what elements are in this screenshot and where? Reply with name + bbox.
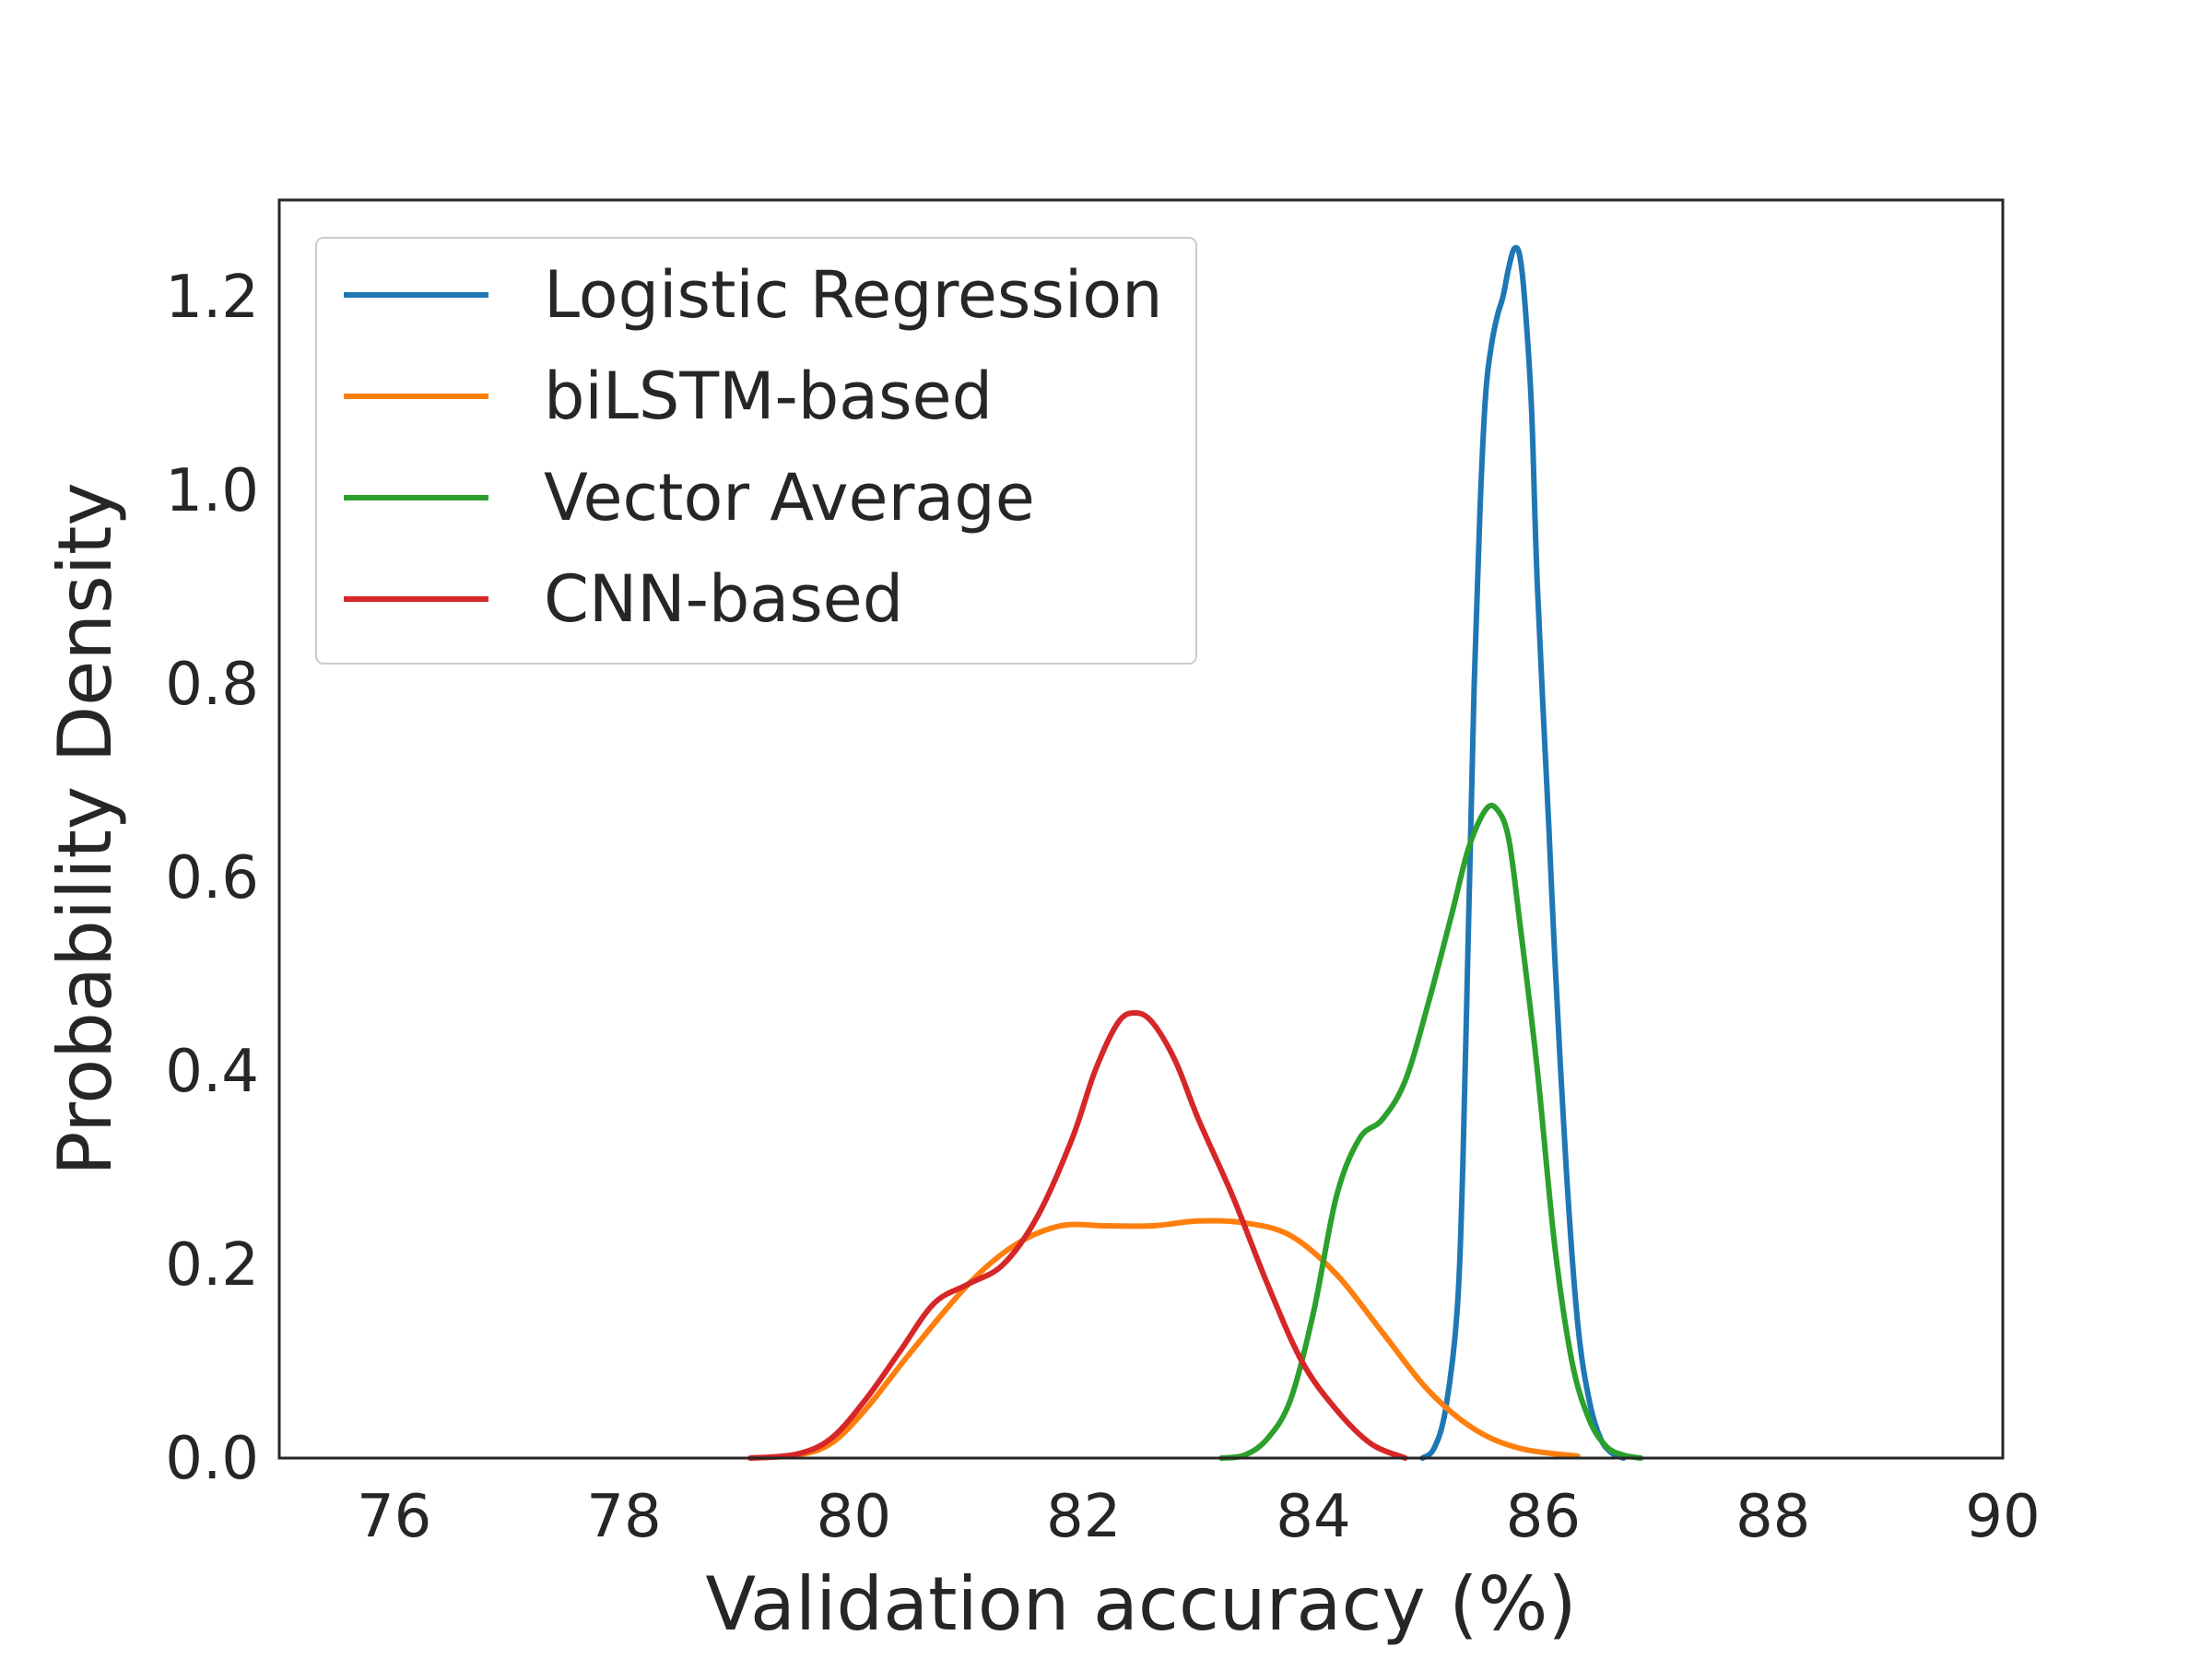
y-tick-label: 0.2	[165, 1231, 259, 1300]
y-axis-ticks: 0.0 0.2 0.4 0.6 0.8 1.0 1.2	[165, 264, 259, 1493]
legend-box	[315, 237, 1197, 665]
y-tick-label: 0.0	[165, 1425, 259, 1493]
legend-label: Logistic Regression	[544, 257, 1162, 333]
y-tick-label: 1.0	[165, 457, 259, 525]
series-line-logistic-regression	[1419, 244, 1627, 1461]
y-tick-label: 0.8	[165, 651, 259, 719]
series-line-cnn-based	[747, 1010, 1408, 1461]
x-tick-label: 88	[1735, 1483, 1810, 1551]
y-axis-label: Probability Density	[42, 482, 128, 1175]
x-axis-label: Validation accuracy (%)	[705, 1561, 1576, 1647]
y-tick-label: 1.2	[165, 264, 259, 332]
x-tick-label: 76	[357, 1483, 431, 1551]
x-tick-label: 80	[817, 1483, 891, 1551]
legend: Logistic Regression biLSTM-based Vector Av…	[315, 237, 1197, 665]
plot-frame	[277, 198, 2005, 1460]
x-tick-label: 84	[1276, 1483, 1350, 1551]
legend-label: biLSTM-based	[544, 359, 993, 434]
x-tick-label: 86	[1506, 1483, 1581, 1551]
legend-label: Vector Average	[544, 460, 1035, 535]
x-tick-label: 82	[1046, 1483, 1121, 1551]
y-tick-label: 0.6	[165, 844, 259, 912]
x-tick-label: 78	[586, 1483, 661, 1551]
series-line-vector-average	[1218, 802, 1644, 1461]
series-lines	[747, 244, 1644, 1461]
legend-label: CNN-based	[544, 561, 903, 637]
x-tick-label: 90	[1965, 1483, 2040, 1551]
series-line-bilstm-based	[747, 1218, 1581, 1461]
y-tick-label: 0.4	[165, 1038, 259, 1106]
x-axis-ticks: 76 78 80 82 84 86 88 90	[357, 1483, 2041, 1551]
